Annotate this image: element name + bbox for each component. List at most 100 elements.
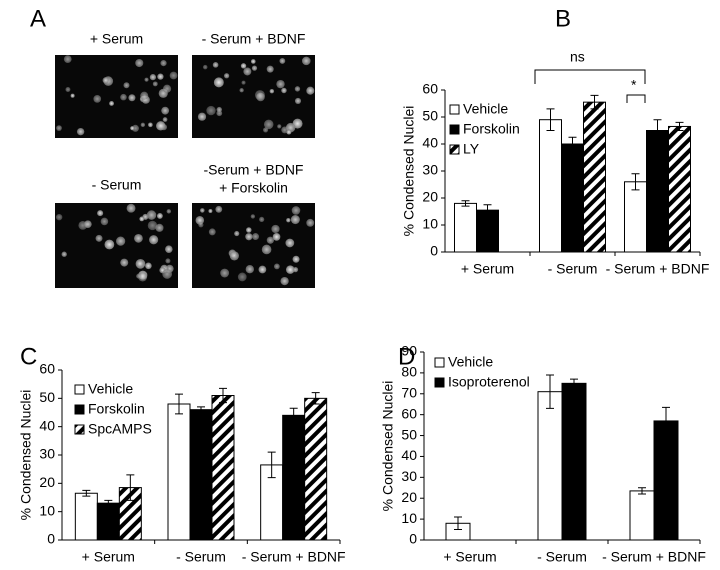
bar (668, 125, 691, 253)
nucleus (162, 84, 172, 93)
error-bar (546, 108, 555, 131)
nucleus (285, 238, 295, 248)
bar (304, 397, 328, 541)
nucleus (266, 236, 275, 244)
error-bar (570, 378, 578, 389)
nucleus (61, 251, 67, 257)
nucleus (95, 234, 103, 242)
error-bar (311, 392, 320, 405)
nucleus (140, 122, 146, 128)
nucleus (166, 209, 172, 214)
nucleus (216, 106, 222, 113)
nucleus (294, 86, 301, 92)
legend-label: SpcAMPS (88, 421, 152, 437)
nucleus (156, 121, 166, 131)
nucleus (252, 233, 260, 241)
y-tick-label: 20 (422, 189, 438, 205)
nucleus (251, 65, 258, 71)
bar (189, 409, 213, 541)
nucleus (139, 216, 145, 222)
error-bar (546, 374, 554, 409)
y-tick-label: 90 (401, 343, 417, 359)
y-tick-label: 50 (422, 108, 438, 124)
legend-label: Isoproterenol (448, 374, 530, 390)
nucleus (120, 258, 129, 267)
nucleus (147, 220, 158, 231)
error-bar (638, 487, 646, 495)
nucleus (277, 124, 282, 129)
bar (282, 414, 306, 541)
nucleus (162, 269, 173, 279)
nucleus (126, 203, 136, 213)
nucleus (279, 58, 286, 64)
nucleus (290, 215, 300, 225)
x-tick-label: - Serum (548, 261, 598, 277)
nucleus (155, 223, 164, 232)
nucleus (234, 230, 240, 237)
bar (167, 403, 191, 541)
x-tick-label: - Serum + BDNF (606, 261, 710, 277)
nucleus (76, 127, 85, 136)
nucleus (306, 218, 315, 227)
y-tick-label: 30 (39, 446, 55, 462)
nucleus (271, 224, 280, 234)
nucleus (55, 213, 63, 221)
nucleus (263, 119, 274, 130)
bracket (534, 69, 646, 103)
y-tick-label: 60 (422, 81, 438, 97)
nucleus (301, 56, 311, 66)
bar (96, 502, 120, 541)
nucleus (281, 87, 287, 94)
nucleus (120, 93, 127, 101)
legend-swatch (434, 357, 445, 368)
error-bar (126, 474, 135, 501)
y-tick-label: 10 (39, 502, 55, 518)
nucleus (273, 263, 280, 270)
y-tick-label: 20 (39, 474, 55, 490)
nucleus (109, 101, 114, 106)
error-bar (590, 94, 599, 110)
image-caption: - Serum + BDNF (202, 31, 306, 47)
nucleus (197, 112, 207, 121)
legend-swatch (74, 424, 85, 435)
nucleus (292, 255, 300, 263)
image-caption: + Forskolin (219, 180, 288, 196)
y-axis-label: % Condensed Nuclei (380, 381, 396, 512)
nucleus (237, 272, 247, 282)
error-bar (483, 204, 492, 217)
nucleus (148, 122, 153, 128)
y-tick-label: 50 (39, 389, 55, 405)
legend-label: Vehicle (448, 354, 493, 370)
nucleus (130, 126, 135, 131)
nucleus (144, 77, 149, 82)
bar (74, 492, 98, 541)
nucleus (245, 233, 253, 241)
nucleus (145, 262, 152, 270)
nucleus (134, 233, 143, 243)
error-bar (104, 499, 113, 507)
nucleus (152, 81, 158, 87)
x-tick-label: + Serum (82, 549, 135, 565)
y-tick-label: 40 (422, 135, 438, 151)
y-tick-label: 0 (409, 531, 417, 547)
nucleus (200, 208, 205, 213)
y-tick-label: 40 (39, 417, 55, 433)
nucleus (306, 86, 315, 95)
nucleus (102, 77, 109, 84)
nucleus (254, 90, 265, 101)
nucleus (157, 73, 164, 80)
y-tick-label: 40 (401, 447, 417, 463)
nucleus (128, 94, 136, 102)
panel-label: A (30, 5, 46, 32)
nucleus (160, 60, 167, 67)
legend-swatch (74, 384, 85, 395)
nucleus (100, 217, 109, 226)
nucleus (239, 88, 244, 93)
nucleus (83, 220, 92, 229)
nucleus (240, 63, 247, 69)
nucleus (261, 244, 272, 255)
nucleus (195, 216, 205, 225)
nucleus (213, 77, 224, 88)
nucleus (208, 228, 216, 236)
nucleus (286, 129, 292, 135)
